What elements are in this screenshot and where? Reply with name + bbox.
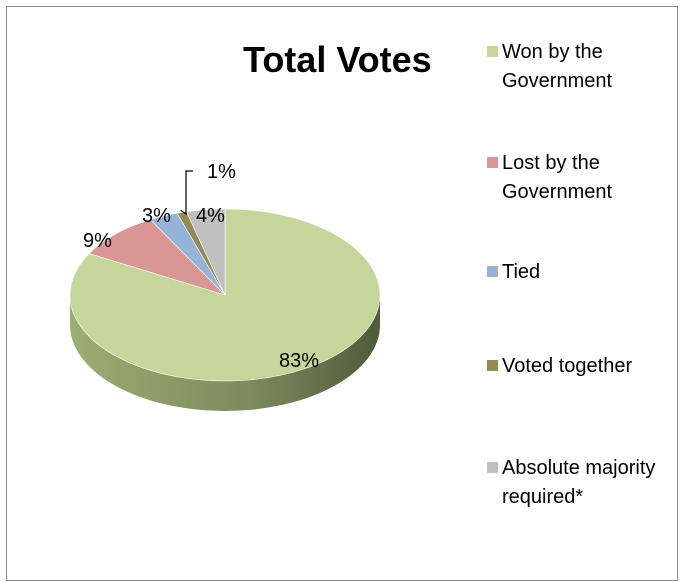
legend-swatch — [487, 46, 498, 57]
pie-slice-lost-by-the-government — [88, 219, 226, 296]
data-label: 4% — [196, 205, 225, 227]
pie-top — [69, 208, 381, 382]
legend-label: Won by the Government — [502, 41, 613, 92]
legend-swatch — [487, 157, 498, 168]
data-label: 1% — [207, 161, 236, 183]
data-label: 3% — [142, 205, 171, 227]
legend-item: Lost by the Government — [487, 149, 662, 207]
pie-side — [70, 295, 380, 411]
legend-item: Voted together — [487, 352, 632, 381]
legend-item: Absolute majority required* — [487, 454, 662, 512]
pie-labels: 83% 9% 3% 1% 4% — [83, 161, 319, 372]
legend-label: Voted together — [502, 355, 633, 377]
legend-label: Absolute majority required* — [502, 457, 656, 508]
legend-item: Tied — [487, 258, 540, 287]
leader-line — [180, 170, 193, 216]
data-label: 9% — [83, 230, 112, 252]
legend-swatch — [487, 462, 498, 473]
chart-frame: 83% 9% 3% 1% 4% Total Votes Won by the Gover… — [6, 6, 678, 581]
legend-item: Won by the Government — [487, 38, 662, 96]
pie-chart: 83% 9% 3% 1% 4% — [69, 161, 381, 411]
legend-swatch — [487, 360, 498, 371]
legend-label: Tied — [502, 261, 541, 283]
legend-label: Lost by the Government — [502, 152, 613, 203]
data-label: 83% — [279, 350, 319, 372]
legend-swatch — [487, 266, 498, 277]
pie-side-band — [70, 295, 380, 411]
chart-title: Total Votes — [243, 39, 432, 80]
